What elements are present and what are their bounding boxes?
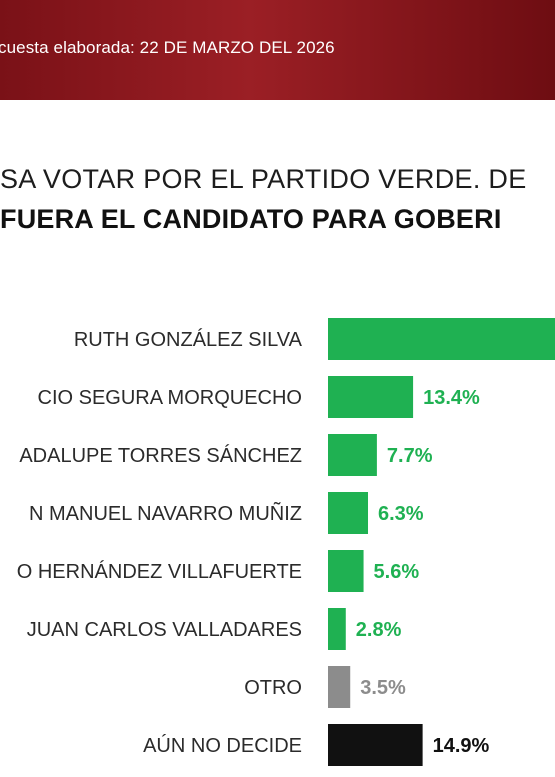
value-label: 5.6% <box>374 561 420 583</box>
survey-header-banner: cuesta elaborada: 22 DE MARZO DEL 2026 <box>0 0 555 100</box>
bar <box>328 434 377 476</box>
value-label: 13.4% <box>423 387 480 409</box>
vote-preference-bar-chart: RUTH GONZÁLEZ SILVA CIO SEGURA MORQUECHO 1… <box>0 300 555 777</box>
category-label: CIO SEGURA MORQUECHO <box>38 387 302 409</box>
category-label: N MANUEL NAVARRO MUÑIZ <box>29 501 302 525</box>
category-label: OTRO <box>244 677 302 699</box>
bar <box>328 492 369 534</box>
bar <box>328 550 364 592</box>
chart-svg: RUTH GONZÁLEZ SILVA CIO SEGURA MORQUECHO 1… <box>17 318 555 766</box>
bar <box>328 376 414 418</box>
question-text-line1: SA VOTAR POR EL PARTIDO VERDE. DE <box>0 164 527 194</box>
category-label: RUTH GONZÁLEZ SILVA <box>74 328 303 351</box>
bar <box>328 608 346 650</box>
category-label: O HERNÁNDEZ VILLAFUERTE <box>17 560 302 583</box>
question-text-line2: FUERA EL CANDIDATO PARA GOBERI <box>0 204 502 234</box>
bar <box>328 318 555 360</box>
survey-date: cuesta elaborada: 22 DE MARZO DEL 2026 <box>0 38 335 57</box>
bar <box>328 666 351 708</box>
category-label: AÚN NO DECIDE <box>143 734 302 757</box>
value-label: 7.7% <box>387 445 433 467</box>
value-label: 6.3% <box>378 503 424 525</box>
value-label: 14.9% <box>433 735 490 757</box>
bar <box>328 724 423 766</box>
value-label: 2.8% <box>356 619 402 641</box>
value-label: 3.5% <box>360 677 406 699</box>
category-label: ADALUPE TORRES SÁNCHEZ <box>19 444 302 467</box>
category-label: JUAN CARLOS VALLADARES <box>27 619 302 641</box>
